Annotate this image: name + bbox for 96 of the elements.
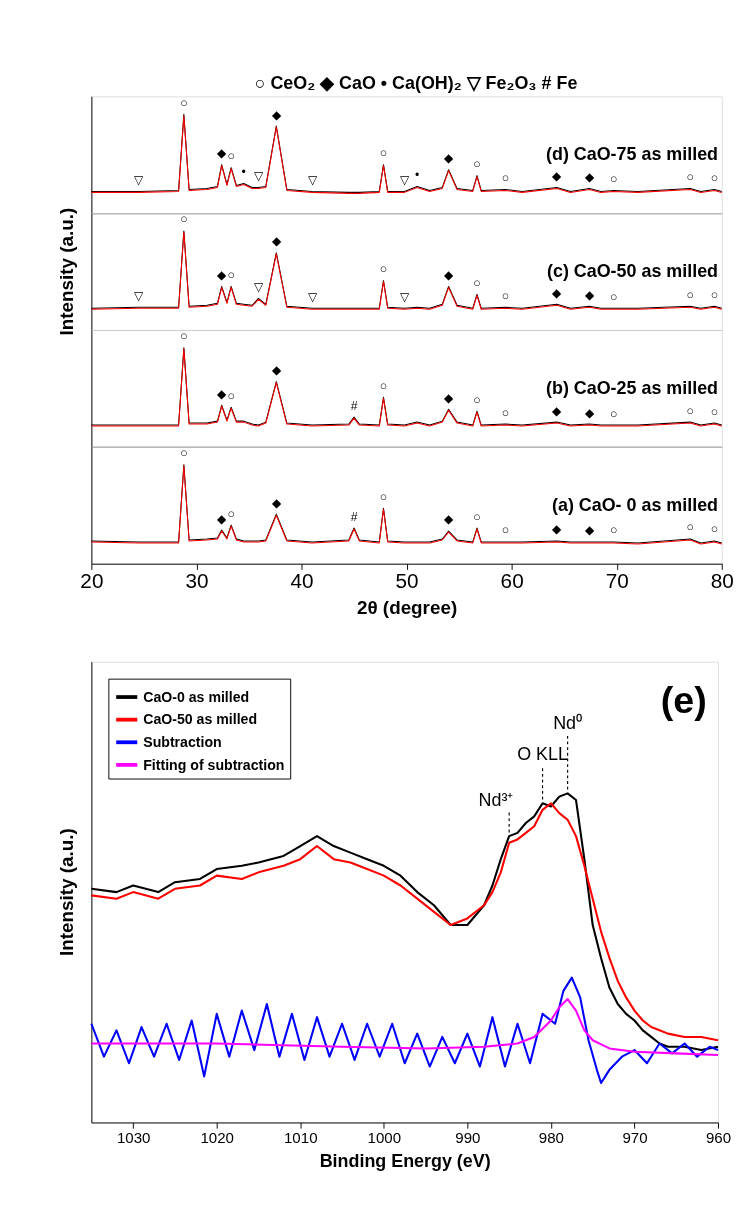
annotation: ◆ bbox=[444, 512, 455, 527]
annotation: ○ bbox=[710, 170, 719, 185]
annotation: ◆ bbox=[271, 362, 282, 377]
annotation: ○ bbox=[473, 275, 481, 290]
annotation: ◆ bbox=[552, 285, 563, 300]
legend-label: Subtraction bbox=[143, 733, 222, 750]
annotation: ○ bbox=[379, 378, 388, 393]
annotation: Nd³⁺ bbox=[478, 789, 514, 810]
annotation: • bbox=[414, 167, 420, 182]
legend-label: Fitting of subtraction bbox=[143, 756, 285, 773]
text: (b) CaO-25 as milled bbox=[546, 378, 719, 399]
annotation: ○ bbox=[609, 289, 618, 304]
annotation: ○ bbox=[501, 523, 510, 538]
annotation: ○ bbox=[686, 169, 694, 184]
annotation: ◆ bbox=[444, 390, 455, 405]
annotation: ○ bbox=[710, 287, 719, 302]
annotation: ○ bbox=[227, 506, 235, 521]
x-tick-label: 60 bbox=[500, 568, 524, 592]
x-tick-label: 1010 bbox=[283, 1128, 318, 1146]
x-tick-label: 20 bbox=[80, 568, 104, 592]
annotation: ○ bbox=[609, 171, 618, 186]
annotation: ◆ bbox=[217, 267, 228, 282]
annotation: ◆ bbox=[584, 169, 595, 184]
annotation: ▽ bbox=[399, 289, 410, 304]
x-tick-label: 70 bbox=[605, 568, 629, 592]
legend-label: CaO-0 as milled bbox=[143, 688, 250, 705]
text: (e) bbox=[660, 678, 707, 721]
annotation: ◆ bbox=[217, 511, 228, 526]
x-tick-label: 1020 bbox=[200, 1128, 234, 1146]
annotation: • bbox=[241, 164, 246, 179]
annotation: ○ bbox=[180, 212, 188, 227]
annotation: ○ bbox=[473, 392, 481, 407]
annotation: ○ bbox=[180, 446, 188, 461]
text: (d) CaO-75 as milled bbox=[546, 144, 719, 165]
legend-label: CaO-50 as milled bbox=[143, 711, 258, 728]
annotation: ◆ bbox=[271, 495, 282, 510]
text: (c) CaO-50 as milled bbox=[546, 261, 719, 282]
annotation: ○ bbox=[227, 267, 235, 282]
annotation: ○ bbox=[227, 388, 235, 403]
x-tick-label: 1000 bbox=[367, 1128, 402, 1146]
annotation: ○ bbox=[686, 287, 694, 302]
x-tick-label: 960 bbox=[705, 1128, 732, 1146]
annotation: ○ bbox=[379, 146, 388, 161]
annotation: O KLL bbox=[517, 743, 568, 764]
x-tick-label: 980 bbox=[538, 1128, 564, 1146]
annotation: ◆ bbox=[552, 403, 563, 418]
x-tick-label: 40 bbox=[290, 568, 314, 592]
text: (a) CaO- 0 as milled bbox=[551, 494, 719, 515]
annotation: ◆ bbox=[552, 522, 563, 537]
annotation: ▽ bbox=[134, 288, 145, 303]
annotation: ○ bbox=[686, 403, 694, 418]
x-axis-title: Binding Energy (eV) bbox=[319, 1151, 491, 1172]
annotation: ○ bbox=[686, 520, 694, 535]
annotation: ○ bbox=[710, 522, 719, 537]
annotation: ▽ bbox=[134, 172, 145, 187]
annotation: ◆ bbox=[552, 168, 563, 183]
x-tick-label: 50 bbox=[395, 568, 419, 592]
annotation: ◆ bbox=[271, 234, 282, 249]
annotation: ○ bbox=[473, 157, 481, 172]
annotation: ▽ bbox=[253, 279, 264, 294]
annotation: ○ bbox=[379, 261, 388, 276]
annotation: ○ bbox=[501, 288, 510, 303]
annotation: ○ bbox=[609, 523, 618, 538]
annotation: ◆ bbox=[217, 146, 228, 161]
x-tick-label: 80 bbox=[710, 568, 734, 592]
text: ○ CeO₂ ◆ CaO • Ca(OH)₂ ▽ Fe₂O₃ # Fe bbox=[254, 72, 578, 93]
x-tick-label: 990 bbox=[455, 1128, 481, 1146]
annotation: # bbox=[350, 509, 358, 524]
x-tick-label: 1030 bbox=[116, 1128, 151, 1146]
annotation: ◆ bbox=[584, 287, 595, 302]
x-axis-title: 2θ (degree) bbox=[356, 597, 458, 619]
annotation: ○ bbox=[227, 149, 235, 164]
annotation: ▽ bbox=[399, 172, 410, 187]
annotation: ▽ bbox=[307, 172, 318, 187]
annotation: ○ bbox=[609, 406, 618, 421]
annotation: ◆ bbox=[584, 405, 595, 420]
annotation: ○ bbox=[501, 405, 510, 420]
annotation: ○ bbox=[501, 170, 510, 185]
annotation: ◆ bbox=[271, 107, 282, 122]
annotation: ◆ bbox=[217, 386, 228, 401]
annotation: ▽ bbox=[307, 289, 318, 304]
y-axis-title: Intensity (a.u.) bbox=[55, 207, 77, 336]
annotation: ◆ bbox=[444, 151, 455, 166]
annotation: ◆ bbox=[444, 267, 455, 282]
annotation: ○ bbox=[379, 489, 388, 504]
annotation: ○ bbox=[710, 404, 719, 419]
annotation: ○ bbox=[473, 509, 481, 524]
annotation: ▽ bbox=[253, 168, 264, 183]
x-tick-label: 970 bbox=[622, 1128, 648, 1146]
annotation: ○ bbox=[180, 329, 188, 344]
x-tick-label: 30 bbox=[185, 568, 209, 592]
annotation: ○ bbox=[180, 95, 188, 110]
annotation: Nd⁰ bbox=[553, 713, 583, 734]
annotation: ◆ bbox=[584, 523, 595, 538]
annotation: # bbox=[350, 398, 358, 413]
y-axis-title: Intensity (a.u.) bbox=[55, 828, 77, 956]
